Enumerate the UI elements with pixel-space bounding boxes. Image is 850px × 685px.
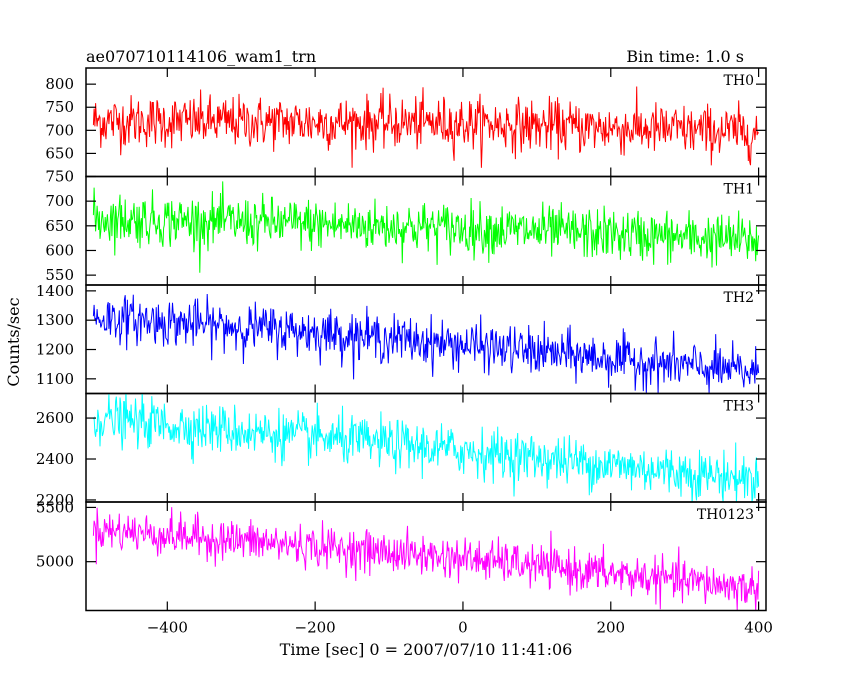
panels-group: 650 700 750 800 TH0 550 600 650 700 750 TH1 1100 120…	[36, 67, 767, 612]
y-tick-label: 1300	[36, 311, 74, 329]
y-tick-label: 700	[45, 121, 74, 139]
panel-label: TH0	[724, 73, 754, 89]
panel-label: TH2	[724, 290, 754, 306]
y-tick-label: 5000	[36, 553, 74, 571]
y-axis-title: Counts/sec	[4, 297, 23, 386]
y-tick-label: 2600	[36, 409, 74, 427]
y-tick-label: 5500	[36, 498, 74, 516]
y-tick-label: 650	[45, 144, 74, 162]
series-line-th0123	[92, 507, 760, 611]
bin-time-label: Bin time: 1.0 s	[626, 47, 744, 66]
panel-label: TH3	[724, 399, 754, 415]
y-tick-label: 1200	[36, 341, 74, 359]
y-tick-label: 700	[45, 192, 74, 210]
series-line-th2	[92, 293, 760, 394]
series-line-th1	[92, 181, 760, 273]
x-tick-label: −400	[147, 619, 188, 637]
y-tick-label: 1100	[36, 370, 74, 388]
series-line-th0	[92, 86, 760, 168]
x-axis: −400 −200 0 200 400	[147, 619, 773, 637]
y-tick-label: 750	[45, 98, 74, 116]
panel-th2: 1100 1200 1300 1400 TH2	[36, 282, 767, 395]
chart-title: ae070710114106_wam1_trn	[86, 47, 316, 66]
y-tick-label: 800	[45, 75, 74, 93]
panel-th0123: 5000 5500 TH0123	[36, 498, 767, 612]
panel-th3: 2200 2400 2600 TH3	[36, 392, 767, 509]
panel-label: TH0123	[697, 507, 754, 523]
x-tick-label: 0	[458, 619, 468, 637]
y-tick-label: 650	[45, 217, 74, 235]
y-tick-label: 600	[45, 241, 74, 259]
series-line-th3	[92, 393, 760, 502]
x-tick-label: 400	[744, 619, 773, 637]
panel-th1: 550 600 650 700 750 TH1	[45, 168, 767, 286]
y-tick-label: 1400	[36, 282, 74, 300]
panel-th0: 650 700 750 800 TH0	[45, 67, 767, 178]
panel-frame	[85, 501, 767, 612]
y-tick-label: 2400	[36, 450, 74, 468]
x-axis-title: Time [sec] 0 = 2007/07/10 11:41:06	[280, 640, 573, 659]
x-tick-label: 200	[596, 619, 625, 637]
panel-label: TH1	[724, 182, 754, 198]
y-tick-label: 2200	[36, 491, 74, 509]
x-tick-label: −200	[295, 619, 336, 637]
y-tick-label: 750	[45, 168, 74, 186]
y-tick-label: 550	[45, 266, 74, 284]
